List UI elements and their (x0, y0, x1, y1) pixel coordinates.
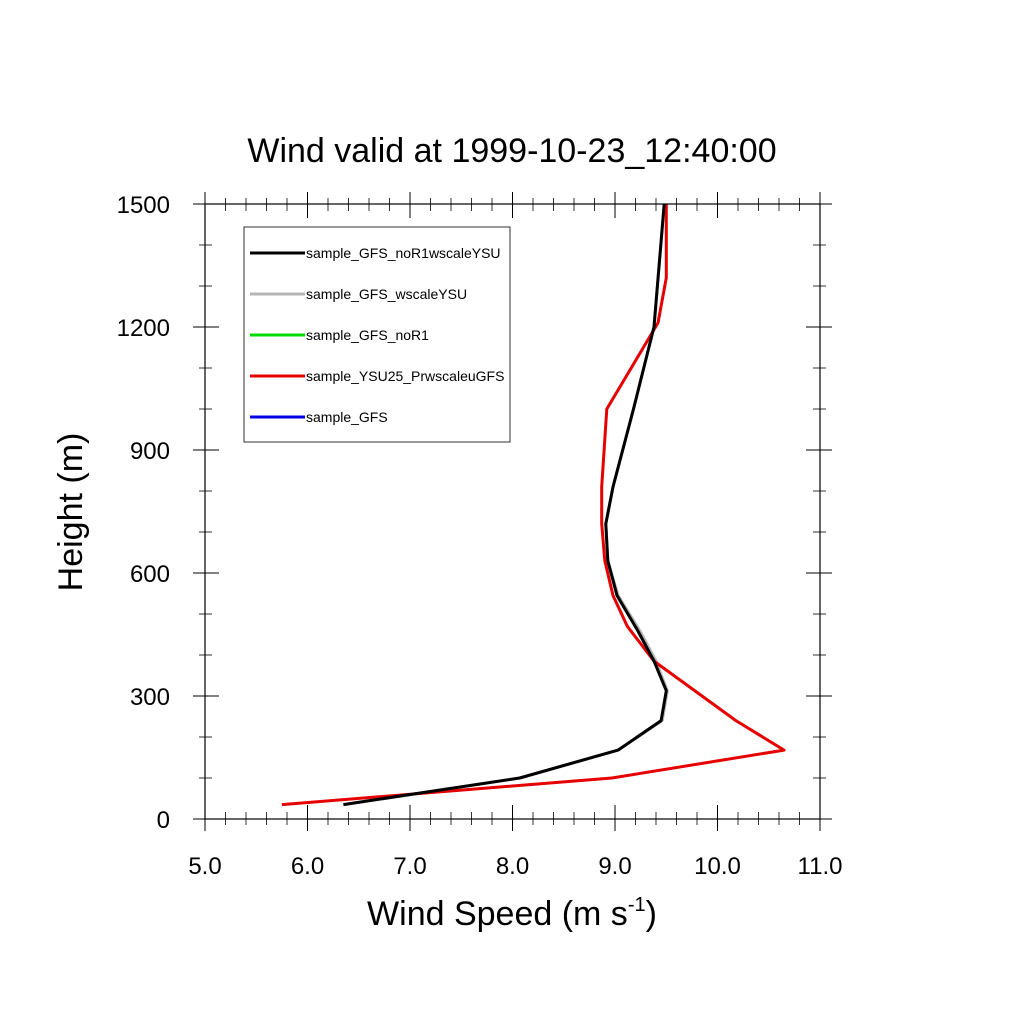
ticks-layer: 5.0 6.0 7.0 8.0 9.0 10.0 11.0 0 300 600 900 1200 150… (117, 192, 843, 880)
x-tick-label: 11.0 (798, 853, 843, 880)
x-axis-label-superscript: -1 (628, 894, 646, 916)
x-axis-label-main: Wind Speed (m s (367, 895, 628, 933)
x-tick-label: 8.0 (496, 853, 529, 880)
legend-label: sample_GFS_wscaleYSU (306, 286, 467, 302)
y-tick-label: 600 (130, 561, 170, 588)
x-tick-label: 6.0 (291, 853, 324, 880)
x-tick-label: 5.0 (188, 853, 221, 880)
y-tick-label: 300 (130, 684, 170, 711)
series-layer (281, 203, 786, 807)
series-line-sample_YSU25_PrwscaleuGFS (281, 204, 786, 807)
y-tick-label: 0 (157, 807, 170, 834)
legend-label: sample_GFS (306, 409, 388, 425)
y-tick-label: 1200 (117, 315, 170, 342)
x-tick-label: 10.0 (694, 853, 741, 880)
y-tick-label: 900 (130, 438, 170, 465)
legend-label: sample_GFS_noR1 (306, 327, 429, 343)
x-tick-label: 9.0 (598, 853, 631, 880)
legend-label: sample_YSU25_PrwscaleuGFS (306, 368, 504, 384)
x-axis-label: Wind Speed (m s-1) (367, 894, 657, 933)
x-axis-label-end: ) (646, 895, 657, 933)
legend: sample_GFS_noR1wscaleYSU sample_GFS_wscal… (243, 226, 511, 443)
series-line-sample_GFS_noR1wscaleYSU (343, 203, 668, 807)
chart-title: Wind valid at 1999-10-23_12:40:00 (247, 132, 776, 170)
y-tick-label: 1500 (117, 192, 170, 219)
legend-label: sample_GFS_noR1wscaleYSU (306, 245, 501, 261)
y-axis-label: Height (m) (52, 433, 90, 592)
x-tick-label: 7.0 (393, 853, 426, 880)
plot-frame (204, 203, 821, 820)
